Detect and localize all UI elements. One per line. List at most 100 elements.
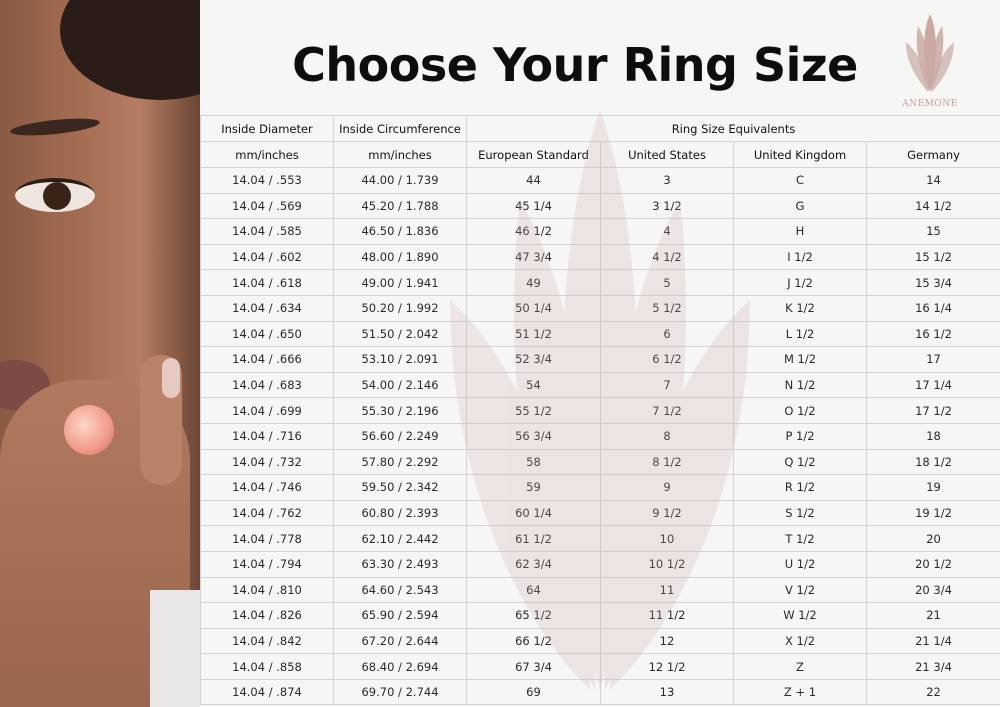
header-cell: European Standard [466, 141, 601, 168]
table-cell: 60 1/4 [466, 499, 601, 527]
table-cell: 46.50 / 1.836 [333, 218, 467, 245]
table-cell: Q 1/2 [733, 448, 867, 476]
table-cell: 12 [600, 627, 734, 655]
table-row: 14.04 / .553 44.00 / 1.739 44 3 C 14 [200, 167, 1000, 194]
table-cell: 56 3/4 [466, 422, 601, 450]
table-cell: 59 [466, 474, 601, 501]
table-cell: T 1/2 [733, 525, 867, 552]
table-cell: 14.04 / .858 [200, 653, 334, 680]
model-photo [0, 0, 200, 707]
iris [43, 182, 71, 210]
table-row: 14.04 / .762 60.80 / 2.393 60 1/4 9 1/2 S 1/… [200, 499, 1000, 527]
table-row: 14.04 / .602 48.00 / 1.890 47 3/4 4 1/2 I 1/… [200, 243, 1000, 271]
table-cell: 54 [466, 371, 601, 399]
table-cell: 54.00 / 2.146 [333, 371, 467, 399]
table-cell: Z [733, 653, 867, 680]
header-cell: Germany [865, 141, 1000, 168]
table-cell: R 1/2 [733, 474, 867, 501]
table-cell: 14.04 / .602 [200, 243, 334, 271]
table-cell: L 1/2 [733, 320, 867, 348]
table-cell: 49 [466, 269, 601, 296]
table-row: 14.04 / .569 45.20 / 1.788 45 1/4 3 1/2 G 14 … [200, 192, 1000, 220]
table-cell: 17 1/2 [865, 397, 1000, 424]
table-cell: 14.04 / .585 [200, 218, 334, 245]
table-cell: 14.04 / .618 [200, 269, 334, 296]
header-cell: Ring Size Equivalents [465, 115, 1000, 142]
table-cell: I 1/2 [733, 243, 867, 271]
table-cell: 5 1/2 [600, 294, 734, 322]
table-cell: 11 [600, 576, 734, 604]
table-cell: 67.20 / 2.644 [333, 627, 467, 655]
table-cell: 14.04 / .650 [200, 320, 334, 348]
table-cell: 56.60 / 2.249 [333, 422, 467, 450]
table-cell: 21 3/4 [865, 653, 1000, 680]
table-cell: P 1/2 [733, 422, 867, 450]
table-cell: V 1/2 [733, 576, 867, 604]
table-cell: 14.04 / .842 [200, 627, 334, 655]
table-row: 14.04 / .858 68.40 / 2.694 67 3/4 12 1/2 Z 21… [200, 653, 1000, 680]
header-cell: mm/inches [200, 141, 334, 168]
table-cell: 52 3/4 [466, 346, 601, 373]
table-cell: 69 [466, 678, 601, 706]
table-row: 14.04 / .716 56.60 / 2.249 56 3/4 8 P 1/2 18 [200, 422, 1000, 450]
table-row: 14.04 / .683 54.00 / 2.146 54 7 N 1/2 17 1/4 [200, 371, 1000, 399]
table-cell: K 1/2 [733, 294, 867, 322]
table-cell: 10 [600, 525, 734, 552]
table-cell: 15 3/4 [865, 269, 1000, 296]
table-cell: 69.70 / 2.744 [333, 678, 467, 706]
fingernail [162, 358, 180, 398]
table-cell: 67 3/4 [466, 653, 601, 680]
table-row: 14.04 / .746 59.50 / 2.342 59 9 R 1/2 19 [200, 474, 1000, 501]
table-cell: 64.60 / 2.543 [333, 576, 467, 604]
table-cell: 51 1/2 [466, 320, 601, 348]
table-cell: J 1/2 [733, 269, 867, 296]
table-cell: 3 [600, 167, 734, 194]
table-row: 14.04 / .666 53.10 / 2.091 52 3/4 6 1/2 M 1/… [200, 346, 1000, 373]
table-cell: 21 1/4 [865, 627, 1000, 655]
table-cell: 17 [865, 346, 1000, 373]
table-cell: 14.04 / .826 [200, 602, 334, 629]
table-cell: 7 1/2 [600, 397, 734, 424]
table-cell: 49.00 / 1.941 [333, 269, 467, 296]
table-cell: 45 1/4 [466, 192, 601, 220]
table-cell: G [733, 192, 867, 220]
table-cell: 14.04 / .716 [200, 422, 334, 450]
table-cell: 20 [865, 525, 1000, 552]
header-cell: United Kingdom [733, 141, 867, 168]
table-cell: 14.04 / .699 [200, 397, 334, 424]
table-cell: O 1/2 [733, 397, 867, 424]
table-cell: 20 1/2 [865, 550, 1000, 578]
table-cell: 14.04 / .794 [200, 550, 334, 578]
table-cell: 45.20 / 1.788 [333, 192, 467, 220]
table-cell: 61 1/2 [466, 525, 601, 552]
table-cell: 44.00 / 1.739 [333, 167, 467, 194]
table-cell: 18 [865, 422, 1000, 450]
table-cell: 19 [865, 474, 1000, 501]
table-cell: 10 1/2 [600, 550, 734, 578]
brand-logo: ANEMONE [890, 12, 970, 112]
table-row: 14.04 / .826 65.90 / 2.594 65 1/2 11 1/2 W 1… [200, 602, 1000, 629]
table-cell: 4 [600, 218, 734, 245]
table-cell: 8 [600, 422, 734, 450]
table-row: 14.04 / .650 51.50 / 2.042 51 1/2 6 L 1/2 16 … [200, 320, 1000, 348]
table-cell: 16 1/2 [865, 320, 1000, 348]
table-cell: 50 1/4 [466, 294, 601, 322]
table-cell: 65 1/2 [466, 602, 601, 629]
table-cell: 47 3/4 [466, 243, 601, 271]
table-cell: 59.50 / 2.342 [333, 474, 467, 501]
ring-gem [64, 405, 114, 455]
hair [60, 0, 200, 100]
header-row-2: mm/inches mm/inches European Standard Un… [200, 141, 1000, 168]
table-cell: 5 [600, 269, 734, 296]
ring-size-table: Inside Diameter Inside Circumference Rin… [200, 115, 1000, 706]
table-row: 14.04 / .842 67.20 / 2.644 66 1/2 12 X 1/2 21… [200, 627, 1000, 655]
table-cell: 8 1/2 [600, 448, 734, 476]
shirt [150, 590, 200, 707]
table-cell: N 1/2 [733, 371, 867, 399]
table-cell: W 1/2 [733, 602, 867, 629]
table-cell: 62.10 / 2.442 [333, 525, 467, 552]
page-title: Choose Your Ring Size [292, 38, 858, 92]
table-cell: 6 [600, 320, 734, 348]
table-cell: 14 [865, 167, 1000, 194]
table-cell: Z + 1 [733, 678, 867, 706]
